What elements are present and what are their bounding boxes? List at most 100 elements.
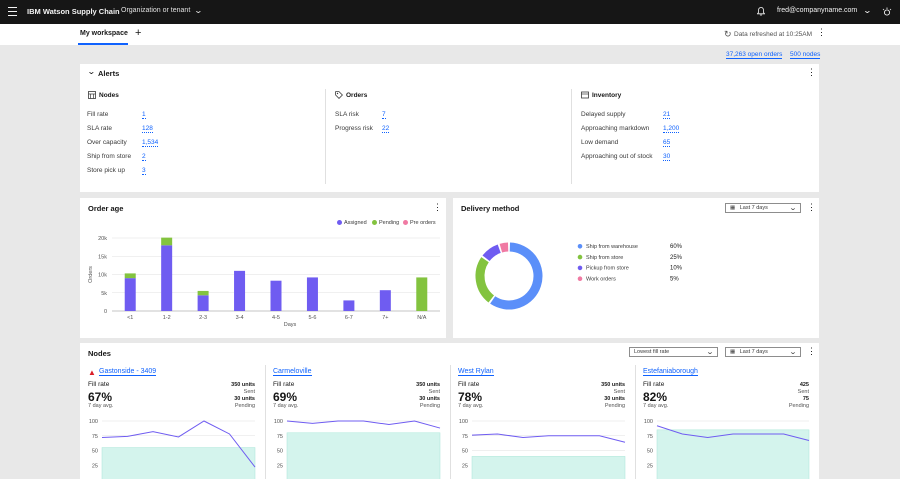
overflow-menu-icon[interactable]: ⋮ xyxy=(807,346,816,356)
legend-value: 10% xyxy=(670,266,683,272)
x-tick-label: N/A xyxy=(417,315,427,321)
y-tick-label: 20k xyxy=(98,236,107,242)
assistant-icon[interactable] xyxy=(882,7,892,17)
y-tick-label: 75 xyxy=(647,434,653,440)
x-tick-label: 5-6 xyxy=(308,315,316,321)
open-orders-link[interactable]: 37,263 open orders xyxy=(726,51,783,59)
delivery-method-panel: Delivery method ▦ Last 7 days ⌄ ⋮ Ship f… xyxy=(453,198,819,338)
legend-swatch xyxy=(577,244,583,249)
tab-my-workspace[interactable]: My workspace xyxy=(80,30,128,37)
alert-value[interactable]: 1 xyxy=(142,111,146,119)
node-name-link[interactable]: West Rylan xyxy=(458,368,494,376)
fill-rate-period: 7 day avg. xyxy=(88,403,114,409)
node-name-link[interactable]: Estefaniaborough xyxy=(643,368,698,376)
refresh-icon[interactable]: ↻ xyxy=(724,29,732,39)
y-tick-label: 75 xyxy=(462,434,468,440)
alerts-title: Alerts xyxy=(98,69,120,78)
overflow-menu-icon[interactable]: ⋮ xyxy=(807,202,816,212)
alert-value[interactable]: 2 xyxy=(142,153,146,161)
user-account[interactable]: fred@companyname.com xyxy=(777,7,858,14)
top-navigation-bar: IBM Watson Supply Chain Organization or … xyxy=(0,0,900,24)
node-name-link[interactable]: Gastonside - 3409 xyxy=(99,368,157,376)
chevron-down-icon[interactable]: ⌄ xyxy=(862,6,873,15)
hamburger-menu-icon[interactable] xyxy=(8,7,17,16)
legend-item-pending: Pending xyxy=(372,220,399,226)
legend-label: Pickup from store xyxy=(586,266,629,272)
date-range-dropdown[interactable]: ▦ Last 7 days ⌄ xyxy=(725,347,801,357)
alert-label: Fill rate xyxy=(87,111,109,118)
alert-label: Store pick up xyxy=(87,167,125,174)
fill-rate-sparkline: 100 75 50 25 xyxy=(459,419,626,479)
overflow-menu-icon[interactable]: ⋮ xyxy=(807,67,816,77)
notification-bell-icon[interactable] xyxy=(757,7,765,16)
y-tick-label: 100 xyxy=(274,419,283,425)
chevron-down-icon: ⌄ xyxy=(788,205,798,212)
date-range-value: Last 7 days xyxy=(739,349,768,355)
y-tick-label: 100 xyxy=(89,419,98,425)
alert-label: SLA rate xyxy=(87,125,112,132)
x-tick-label: 4-5 xyxy=(272,315,280,321)
delivery-method-donut-chart: Ship from warehouse 60% Ship from store 25%… xyxy=(475,242,683,310)
delivery-method-title: Delivery method xyxy=(461,204,520,213)
fill-rate-period: 7 day avg. xyxy=(643,403,669,409)
fill-rate-label: Fill rate xyxy=(273,381,295,388)
pending-units: 75 xyxy=(802,396,809,402)
chevron-down-icon: ⌄ xyxy=(705,349,715,356)
fill-rate-sparkline: 100 75 50 25 xyxy=(274,419,441,479)
bar-assigned xyxy=(197,295,209,311)
y-tick-label: 5k xyxy=(101,291,107,297)
brand-title[interactable]: IBM Watson Supply Chain xyxy=(27,7,120,16)
alert-value[interactable]: 128 xyxy=(142,125,153,133)
alert-value[interactable]: 3 xyxy=(142,167,146,175)
y-tick-label: 100 xyxy=(459,419,468,425)
overflow-menu-icon[interactable]: ⋮ xyxy=(817,27,826,37)
legend-swatch xyxy=(337,220,342,226)
divider xyxy=(265,365,266,479)
alert-group-title-nodes: Nodes xyxy=(99,92,119,99)
alert-value[interactable]: 30 xyxy=(663,153,671,161)
alert-label: Approaching out of stock xyxy=(581,153,653,160)
alert-value[interactable]: 1,200 xyxy=(663,125,680,133)
y-tick-label: 10k xyxy=(98,273,107,279)
sent-units: 425 xyxy=(799,382,809,388)
legend-item-assigned: Assigned xyxy=(337,220,367,226)
node-card[interactable]: Estefaniaborough Fill rate 82% 7 day avg… xyxy=(635,363,819,479)
node-card[interactable]: ▲ Gastonside - 3409 Fill rate 67% 7 day … xyxy=(80,363,265,479)
alert-value[interactable]: 1,534 xyxy=(142,139,159,147)
order-age-title: Order age xyxy=(88,204,124,213)
alert-label: Approaching markdown xyxy=(581,125,650,132)
sort-dropdown[interactable]: Lowest fill rate ⌄ xyxy=(629,347,718,357)
fill-rate-period: 7 day avg. xyxy=(458,403,484,409)
alert-value[interactable]: 22 xyxy=(382,125,390,133)
bar-assigned xyxy=(161,245,173,311)
legend-value: 25% xyxy=(670,255,683,261)
legend-label: Ship from store xyxy=(586,255,623,261)
nodes-count-link[interactable]: 500 nodes xyxy=(790,51,821,59)
fill-rate-sparkline: 100 75 50 25 xyxy=(89,419,256,479)
node-card[interactable]: West Rylan Fill rate 78% 7 day avg. 350 … xyxy=(450,363,635,479)
chevron-down-icon[interactable]: ⌄ xyxy=(193,6,204,15)
alert-value[interactable]: 7 xyxy=(382,111,386,119)
target-band xyxy=(286,432,441,479)
node-name-link[interactable]: Carmeloville xyxy=(273,368,312,376)
sent-units: 350 units xyxy=(416,382,440,388)
sent-units: 350 units xyxy=(231,382,255,388)
legend-swatch xyxy=(577,265,583,271)
chevron-down-icon: ⌄ xyxy=(788,349,798,356)
order-age-chart: 0 5k 10k 15k 20k Orders <1 1-2 2-3 3-4 4-5 5-6 6-7 7+… xyxy=(88,236,440,328)
alert-value[interactable]: 21 xyxy=(663,111,671,119)
y-tick-label: 100 xyxy=(644,419,653,425)
alert-value[interactable]: 65 xyxy=(663,139,671,147)
bar-assigned xyxy=(306,277,318,311)
sent-units: 350 units xyxy=(601,382,625,388)
y-tick-label: 75 xyxy=(277,434,283,440)
add-tab-button[interactable]: + xyxy=(135,27,142,39)
fill-rate-line xyxy=(101,420,256,468)
overflow-menu-icon[interactable]: ⋮ xyxy=(433,202,442,212)
chevron-down-icon[interactable]: ⌄ xyxy=(86,67,96,76)
tenant-selector[interactable]: Organization or tenant xyxy=(121,7,191,14)
node-card[interactable]: Carmeloville Fill rate 69% 7 day avg. 35… xyxy=(265,363,450,479)
date-range-dropdown[interactable]: ▦ Last 7 days ⌄ xyxy=(725,203,801,213)
calendar-icon: ▦ xyxy=(730,205,736,211)
y-tick-label: 15k xyxy=(98,254,107,260)
